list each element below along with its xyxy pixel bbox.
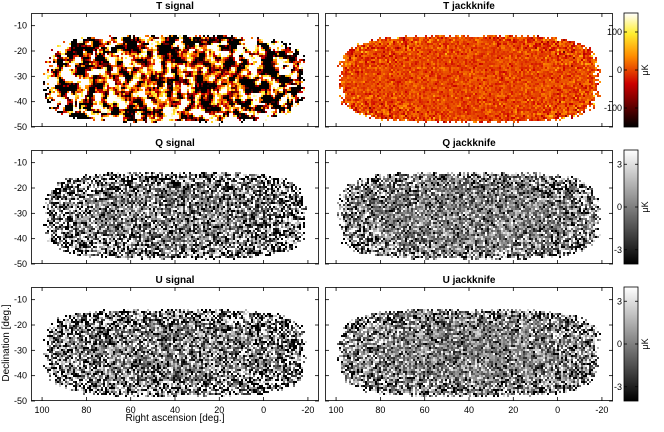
x-tick-label: 40 [464, 405, 474, 415]
x-tick-label: -20 [595, 405, 608, 415]
x-axis-label: Right ascension [deg.] [126, 413, 225, 424]
y-tick-label: -10 [14, 158, 27, 168]
colorbar-unit-label: μK [640, 201, 650, 212]
y-tick-label: -20 [14, 46, 27, 56]
y-tick-label: -40 [14, 371, 27, 381]
y-tick-label: -20 [14, 183, 27, 193]
colorbar-unit-label: μK [640, 64, 650, 75]
y-tick-label: -10 [14, 21, 27, 31]
colorbar-tick-label: 0 [617, 202, 622, 212]
y-tick-label: -40 [14, 97, 27, 107]
x-tick-label: 20 [214, 405, 224, 415]
colorbar-tick-label: 3 [617, 159, 622, 169]
panel-title: T jackknife [443, 1, 495, 12]
colorbar-tick-label: 0 [617, 339, 622, 349]
x-tick-label: 80 [81, 405, 91, 415]
map-panel-u-signal: U signal -10 -20 -30 -40 -50 100 80 60 40 20 0 -20 [14, 275, 319, 415]
panel-title: T signal [156, 1, 194, 12]
sky-map-image [31, 287, 319, 401]
map-panel-t-jackknife: T jackknife [325, 1, 613, 128]
map-panel-q-signal: Q signal -10 -20 -30 -40 -50 [14, 138, 319, 269]
colorbar-tick-label: -3 [614, 245, 622, 255]
y-tick-label: -30 [14, 345, 27, 355]
map-panel-t-signal: T signal -10 -20 -30 -40 -50 [14, 1, 319, 132]
x-tick-label: 60 [420, 405, 430, 415]
colorbar-gray: 3 0 -3 μK [614, 286, 650, 402]
colorbar-tick-label: 100 [607, 27, 622, 37]
map-panel-u-jackknife: U jackknife 100 80 60 40 20 0 -20 [325, 275, 613, 415]
sky-map-image [325, 287, 613, 401]
colorbar-hot: 100 0 -100 μK [604, 12, 650, 128]
panel-title: Q jackknife [442, 138, 496, 149]
x-tick-label: 60 [126, 405, 136, 415]
sky-map-image [325, 150, 613, 264]
colorbar-unit-label: μK [640, 338, 650, 349]
x-tick-label: 0 [555, 405, 560, 415]
y-axis-label: Declination [deg.] [1, 304, 12, 381]
sky-map-image [31, 13, 319, 127]
map-panel-q-jackknife: Q jackknife [325, 138, 613, 265]
y-tick-label: -40 [14, 234, 27, 244]
x-tick-label: 100 [35, 405, 50, 415]
x-tick-label: 0 [261, 405, 266, 415]
y-tick-label: -50 [14, 396, 27, 406]
colorbar-tick-label: 0 [617, 65, 622, 75]
x-tick-label: -20 [301, 405, 314, 415]
panel-title: U signal [156, 275, 195, 286]
colorbar-gray: 3 0 -3 μK [614, 149, 650, 265]
x-tick-label: 40 [170, 405, 180, 415]
sky-map-image [31, 150, 319, 264]
panel-title: U jackknife [443, 275, 496, 286]
x-tick-label: 80 [375, 405, 385, 415]
x-tick-label: 100 [329, 405, 344, 415]
y-tick-label: -30 [14, 208, 27, 218]
y-tick-label: -10 [14, 295, 27, 305]
y-tick-label: -20 [14, 320, 27, 330]
sky-map-image [325, 13, 613, 127]
panel-title: Q signal [155, 138, 195, 149]
colorbar-tick-label: -100 [604, 103, 622, 113]
x-tick-label: 20 [508, 405, 518, 415]
colorbar-tick-label: 3 [617, 296, 622, 306]
y-tick-label: -30 [14, 71, 27, 81]
y-tick-label: -50 [14, 122, 27, 132]
y-tick-label: -50 [14, 259, 27, 269]
colorbar-tick-label: -3 [614, 382, 622, 392]
